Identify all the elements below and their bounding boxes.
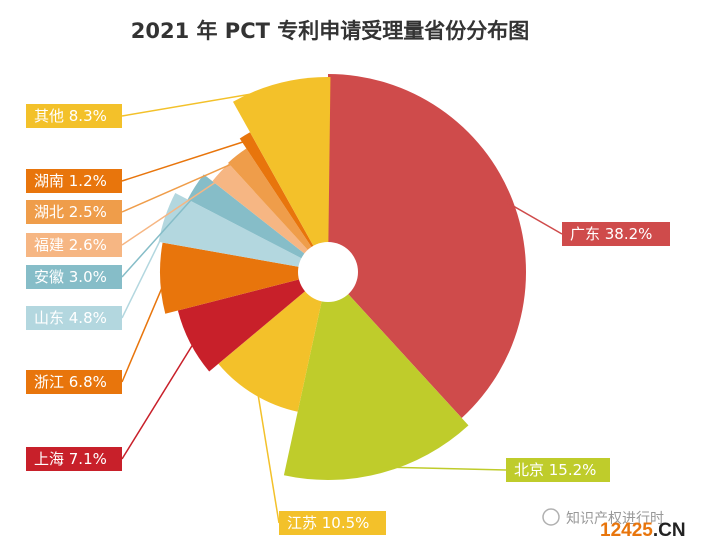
label-box-湖南 [26,169,122,193]
label-box-其他 [26,104,122,128]
chart-title: 2021 年 PCT 专利申请受理量省份分布图 [131,19,530,43]
label-box-安徽 [26,265,122,289]
leader-line-浙江 [121,277,167,383]
label-山东: 山东 4.8% [26,306,122,330]
slice-福建 [212,163,328,272]
label-text-福建: 福建 2.6% [34,236,107,254]
label-text-北京: 北京 15.2% [514,461,596,479]
leader-line-其他 [121,88,282,117]
slice-上海 [177,272,328,372]
label-text-湖南: 湖南 1.2% [34,172,107,190]
label-text-浙江: 浙江 6.8% [34,373,107,391]
label-上海: 上海 7.1% [26,447,122,471]
slice-其他 [232,77,331,273]
watermark: 知识产权进行时 12425.CN [542,508,686,541]
label-湖北: 湖北 2.5% [26,200,122,224]
label-box-江苏 [279,511,386,535]
watermark-account: 知识产权进行时 [566,510,664,527]
slice-广东 [328,74,527,419]
label-text-广东: 广东 38.2% [570,225,652,243]
leader-line-北京 [380,466,507,471]
label-其他: 其他 8.3% [26,104,122,128]
slice-北京 [283,272,469,480]
label-湖南: 湖南 1.2% [26,169,122,193]
label-安徽: 安徽 3.0% [26,265,122,289]
slice-安徽 [187,174,328,272]
slice-山东 [158,192,328,272]
label-text-上海: 上海 7.1% [34,450,107,468]
label-text-湖北: 湖北 2.5% [34,203,107,221]
label-text-安徽: 安徽 3.0% [34,268,107,286]
label-box-山东 [26,306,122,330]
leader-line-江苏 [256,389,280,524]
label-box-上海 [26,447,122,471]
watermark-site-tld: .CN [653,520,686,541]
leader-line-山东 [121,218,172,319]
watermark-site: 12425.CN [600,520,686,541]
slice-浙江 [159,242,328,314]
label-text-江苏: 江苏 10.5% [287,514,369,532]
center-hole [298,242,358,302]
label-box-北京 [506,458,610,482]
leader-line-安徽 [121,189,201,278]
label-box-湖北 [26,200,122,224]
label-广东: 广东 38.2% [562,222,670,246]
label-浙江: 浙江 6.8% [26,370,122,394]
label-box-广东 [562,222,670,246]
label-江苏: 江苏 10.5% [279,511,386,535]
leader-line-广东 [506,201,563,235]
leader-line-福建 [121,175,226,246]
watermark-site-number: 12425 [600,520,653,541]
label-box-福建 [26,233,122,257]
slice-江苏 [218,272,328,412]
leader-line-湖北 [121,159,241,213]
slice-湖南 [239,132,328,272]
label-福建: 福建 2.6% [26,233,122,257]
leader-line-上海 [121,339,197,460]
leader-line-湖南 [121,139,249,182]
label-北京: 北京 15.2% [506,458,610,482]
label-text-山东: 山东 4.8% [34,309,107,327]
label-box-浙江 [26,370,122,394]
slice-湖北 [228,148,328,272]
label-text-其他: 其他 8.3% [34,107,107,125]
wechat-icon [542,508,560,526]
